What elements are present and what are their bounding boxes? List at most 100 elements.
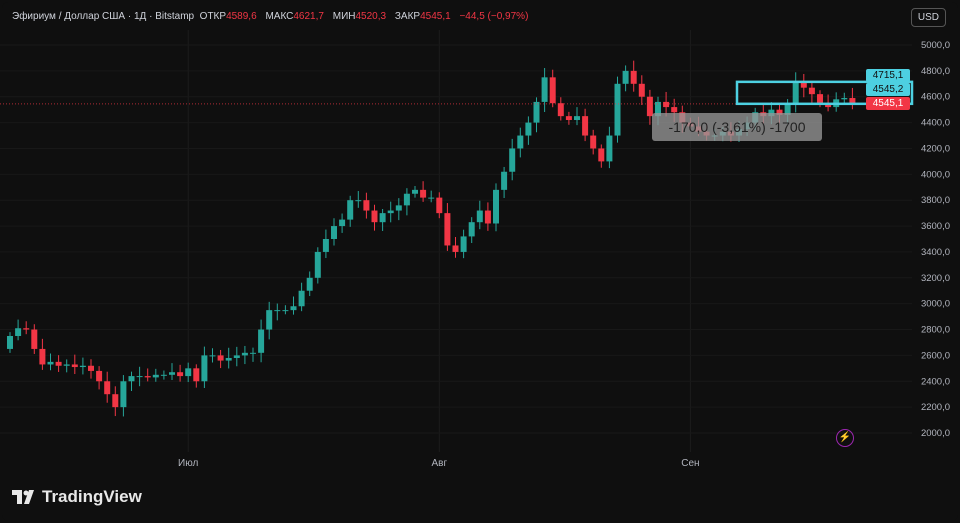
- candle-body: [800, 81, 807, 88]
- price-label-box-bottom: 4545,2: [866, 83, 910, 96]
- candle-body: [185, 368, 192, 377]
- y-tick-label: 2200,0: [921, 402, 950, 413]
- candle-body: [298, 290, 305, 307]
- candle-body: [63, 364, 70, 366]
- candle-body: [412, 189, 418, 194]
- candle-body: [363, 200, 370, 211]
- candle-body: [322, 239, 329, 252]
- brand-name: TradingView: [42, 487, 142, 506]
- y-tick-label: 5000,0: [921, 40, 950, 51]
- candle-body: [395, 205, 402, 211]
- y-tick-label: 3400,0: [921, 247, 950, 258]
- candle-body: [209, 355, 216, 357]
- candle-body: [233, 355, 240, 358]
- candle-body: [355, 200, 362, 202]
- candle-body: [582, 116, 589, 136]
- candle-body: [484, 210, 491, 224]
- candle-body: [347, 200, 354, 220]
- x-tick-label: Июл: [178, 458, 198, 469]
- candle-body: [250, 352, 256, 354]
- candle-body: [606, 135, 613, 162]
- candle-body: [784, 103, 791, 115]
- candle-body: [638, 83, 645, 97]
- candle-body: [266, 310, 273, 330]
- candle-body: [104, 381, 111, 395]
- candle-body: [274, 310, 281, 312]
- change-value: −44,5 (−0,97%): [459, 11, 529, 22]
- measure-tooltip: -170,0 (-3,61%) -1700: [652, 113, 822, 141]
- candle-body: [306, 277, 313, 291]
- candle-body: [282, 310, 289, 312]
- candle-body: [808, 87, 815, 95]
- currency-button[interactable]: USD: [910, 8, 946, 27]
- candle-body: [565, 116, 572, 121]
- y-tick-label: 4800,0: [921, 66, 950, 77]
- y-tick-label: 2400,0: [921, 376, 950, 387]
- candle-body: [590, 135, 597, 149]
- candle-body: [768, 109, 775, 117]
- candle-body: [15, 328, 22, 336]
- candle-body: [517, 135, 524, 149]
- candle-body: [574, 116, 580, 121]
- candle-body: [177, 372, 184, 377]
- lightning-icon[interactable]: ⚡: [836, 429, 854, 447]
- candle-body: [776, 109, 783, 115]
- candle-body: [849, 98, 856, 104]
- candle-body: [509, 148, 516, 172]
- tradingview-logo[interactable]: TradingView: [12, 487, 142, 507]
- candle-body: [120, 381, 127, 408]
- y-tick-label: 2000,0: [921, 428, 950, 439]
- candle-body: [403, 193, 410, 206]
- candle-body: [193, 368, 200, 382]
- high-label: МАКС: [265, 11, 294, 22]
- y-tick-label: 4400,0: [921, 118, 950, 129]
- candle-body: [331, 226, 337, 239]
- candle-body: [225, 357, 232, 361]
- candle-body: [646, 96, 653, 117]
- y-tick-label: 4000,0: [921, 169, 950, 180]
- candle-body: [79, 365, 86, 368]
- candle-body: [290, 306, 297, 311]
- low-value: 4520,3: [355, 11, 387, 22]
- open-value: 4589,6: [226, 11, 257, 22]
- candle-body: [96, 370, 103, 382]
- candle-body: [371, 210, 378, 223]
- x-tick-label: Сен: [681, 458, 699, 469]
- y-tick-label: 3600,0: [921, 221, 950, 232]
- candle-body: [549, 77, 556, 104]
- close-value: 4545,1: [420, 11, 451, 22]
- candle-body: [258, 329, 265, 353]
- price-label-last: 4545,1: [866, 97, 910, 110]
- candle-body: [241, 352, 248, 356]
- candle-body: [630, 70, 637, 84]
- candle-body: [476, 210, 483, 223]
- y-tick-label: 2600,0: [921, 350, 950, 361]
- candle-body: [128, 376, 135, 382]
- candle-body: [387, 210, 394, 214]
- candle-body: [428, 197, 435, 199]
- candle-body: [160, 374, 167, 376]
- candle-body: [31, 329, 38, 349]
- high-value: 4621,7: [293, 11, 324, 22]
- candle-body: [452, 245, 459, 252]
- candle-body: [663, 101, 670, 108]
- candle-body: [112, 394, 119, 408]
- candle-body: [144, 376, 151, 378]
- candle-body: [152, 374, 159, 378]
- candle-body: [792, 81, 799, 104]
- candle-body: [201, 355, 208, 382]
- candle-body: [525, 122, 532, 136]
- candle-body: [501, 171, 508, 190]
- candle-body: [614, 83, 621, 136]
- y-tick-label: 2800,0: [921, 325, 950, 336]
- candle-body: [339, 219, 346, 227]
- candle-body: [622, 70, 629, 84]
- candle-body: [841, 98, 848, 100]
- candle-body: [379, 213, 386, 223]
- candle-body: [217, 355, 224, 361]
- close-label: ЗАКР: [394, 11, 421, 22]
- open-label: ОТКР: [199, 11, 227, 22]
- candle-body: [598, 148, 605, 162]
- price-label-box-top: 4715,1: [866, 69, 910, 82]
